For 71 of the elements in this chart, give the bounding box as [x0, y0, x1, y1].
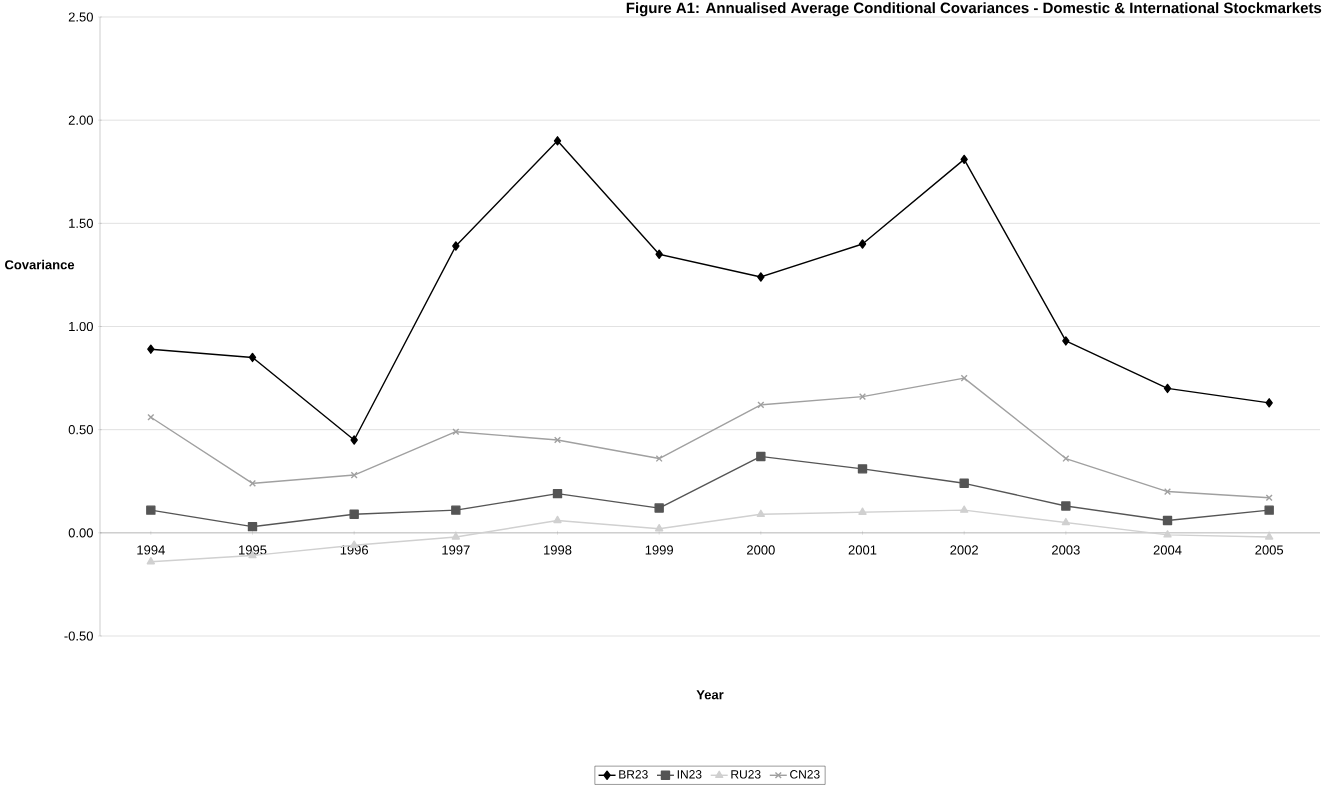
- y-tick-label: 1.50: [69, 218, 93, 228]
- point: [655, 455, 663, 463]
- x-tick-label: 2001: [848, 545, 877, 555]
- point: [960, 505, 969, 513]
- x-tick-label: 2002: [950, 545, 978, 555]
- point: [757, 401, 765, 409]
- point: [451, 505, 461, 515]
- point: [147, 413, 155, 421]
- point: [960, 374, 968, 382]
- y-axis-title: Covariance: [5, 259, 75, 270]
- point: [451, 532, 460, 540]
- point: [858, 507, 867, 515]
- x-tick-label: 2003: [1052, 545, 1080, 555]
- point: [553, 515, 562, 524]
- y-tick-label: 0.00: [68, 528, 93, 538]
- point: [1163, 383, 1172, 394]
- x-tick-label: 1997: [442, 545, 470, 555]
- point: [452, 241, 460, 251]
- point: [757, 272, 765, 282]
- x-tick-label: 1995: [239, 545, 267, 555]
- point: [248, 352, 257, 363]
- point: [350, 435, 358, 445]
- point: [452, 428, 460, 436]
- point: [147, 344, 155, 354]
- point: [959, 478, 969, 489]
- x-axis-title: Year: [696, 690, 724, 700]
- x-tick-label: 1998: [544, 545, 572, 555]
- y-tick-label: 1.00: [69, 321, 93, 332]
- point: [1264, 505, 1274, 515]
- point: [857, 464, 868, 474]
- point: [858, 239, 867, 249]
- point: [1265, 532, 1274, 540]
- point: [756, 451, 766, 462]
- legend-label: RU23: [731, 770, 761, 779]
- chart-title: Figure A1: Annualised Average Conditional Covariances - Domestic & International Stockmarkets: [626, 2, 1322, 17]
- x-tick-label: 2005: [1255, 545, 1284, 555]
- point: [248, 479, 257, 487]
- point: [146, 557, 155, 565]
- point: [247, 521, 258, 532]
- y-tick-label: 0.50: [68, 425, 93, 435]
- point: [1062, 455, 1070, 463]
- legend-label: IN23: [677, 770, 702, 779]
- point: [553, 436, 562, 444]
- y-tick-label: 2.50: [68, 12, 93, 22]
- point: [1163, 488, 1172, 496]
- legend-label: BR23: [619, 770, 648, 779]
- x-tick-label: 2004: [1153, 545, 1182, 555]
- point: [350, 471, 358, 479]
- point: [1061, 517, 1071, 526]
- point: [655, 524, 664, 532]
- point: [146, 505, 156, 515]
- point: [654, 503, 664, 513]
- y-tick-label: 2.00: [68, 115, 93, 125]
- point: [349, 509, 359, 519]
- x-tick-label: 1999: [645, 545, 674, 555]
- x-tick-label: 2000: [747, 545, 775, 555]
- point: [655, 249, 663, 259]
- point: [1265, 494, 1273, 502]
- point: [553, 136, 562, 146]
- point: [1061, 501, 1071, 511]
- point: [756, 509, 765, 517]
- legend-label: CN23: [790, 770, 820, 779]
- x-tick-label: 1994: [137, 545, 165, 555]
- point: [1163, 530, 1172, 538]
- y-tick-label: -0.50: [64, 631, 93, 641]
- point: [858, 393, 867, 401]
- point: [1162, 515, 1173, 526]
- point: [552, 488, 563, 499]
- point: [1062, 336, 1070, 346]
- point: [1265, 398, 1273, 408]
- point: [960, 154, 968, 165]
